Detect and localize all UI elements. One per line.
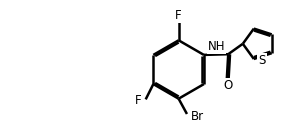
Text: F: F <box>135 94 142 107</box>
Text: F: F <box>175 9 182 22</box>
Text: NH: NH <box>208 40 225 53</box>
Text: S: S <box>258 54 266 67</box>
Text: O: O <box>223 79 232 92</box>
Text: Br: Br <box>191 110 204 123</box>
